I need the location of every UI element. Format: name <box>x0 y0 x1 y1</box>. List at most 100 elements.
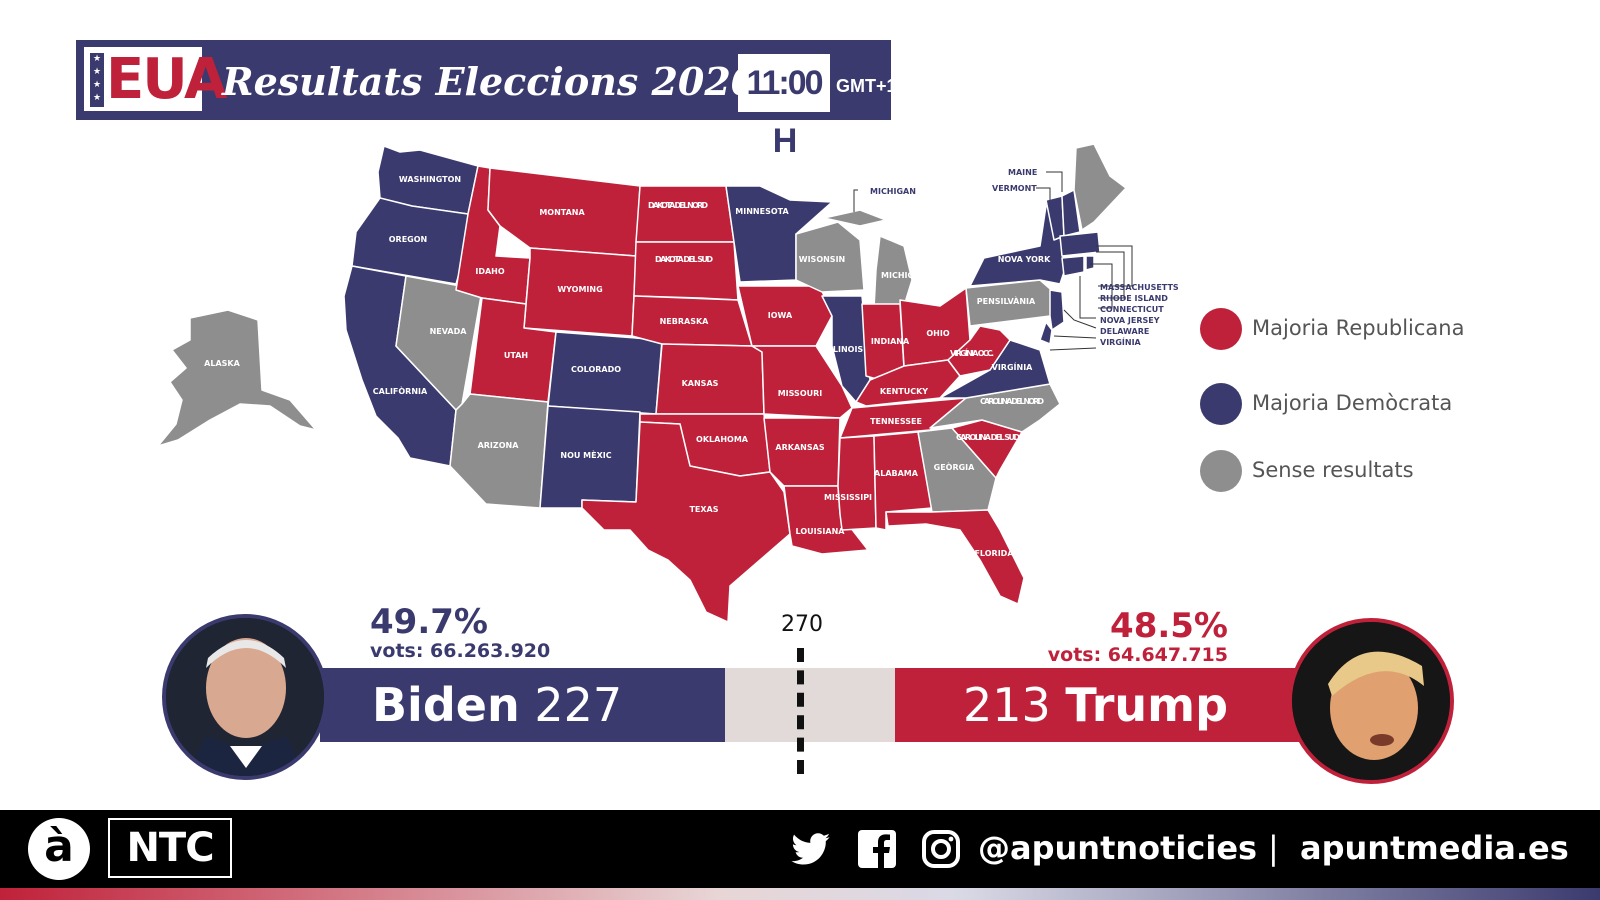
state-florida <box>885 509 1025 605</box>
label-colorado: COLORADO <box>571 365 621 374</box>
biden-portrait <box>162 614 328 780</box>
label-iowa: IOWA <box>768 311 793 320</box>
trump-label: 213 Trump <box>963 678 1228 732</box>
label-vermont: VERMONT <box>992 184 1037 193</box>
label-utah: UTAH <box>504 351 528 360</box>
label-idaho: IDAHO <box>475 267 505 276</box>
label-oklahoma: OKLAHOMA <box>696 435 749 444</box>
trump-portrait <box>1288 618 1454 784</box>
state-south-dakota <box>633 241 739 301</box>
trump-electoral-votes: 213 <box>962 678 1051 732</box>
label-montana: MONTANA <box>539 208 585 217</box>
biden-electoral-votes: 227 <box>534 678 623 732</box>
state-wisconsin <box>795 221 865 293</box>
footer-separator: | <box>1268 829 1279 867</box>
eua-logo: ★ ★ ★ ★ EUA <box>82 45 227 113</box>
label-alabama: ALABAMA <box>874 469 919 478</box>
website-link[interactable]: apuntmedia.es <box>1300 829 1569 867</box>
threshold-label: 270 <box>781 612 823 637</box>
label-alaska: ALASKA <box>204 359 240 368</box>
label-michigan: MICHIGAN <box>881 271 927 280</box>
state-wyoming <box>523 247 637 337</box>
state-connecticut <box>1061 255 1085 277</box>
biden-votes: vots: 66.263.920 <box>370 640 551 662</box>
state-massachusetts <box>1059 231 1101 257</box>
twitter-icon[interactable] <box>790 828 832 870</box>
trump-name: Trump <box>1065 678 1228 732</box>
state-new-jersey <box>1049 289 1065 331</box>
label-new-mexico: NOU MÈXIC <box>560 449 611 460</box>
state-arkansas <box>763 417 841 487</box>
label-north-dakota: DAKOTA DEL NORD <box>648 201 708 210</box>
time-badge: 11:00 H <box>738 54 830 160</box>
label-rhode-island: RHODE ISLAND <box>1100 294 1168 303</box>
label-kentucky: KENTUCKY <box>880 387 928 396</box>
label-wisconsin: WISONSIN <box>799 255 846 264</box>
label-texas: TEXAS <box>689 505 718 514</box>
timezone-label: GMT+1 <box>836 76 897 96</box>
trump-percent: 48.5% <box>1110 606 1228 646</box>
label-oregon: OREGON <box>389 235 428 244</box>
state-mississippi <box>837 435 877 531</box>
state-delaware <box>1039 321 1053 345</box>
biden-label: Biden 227 <box>372 678 622 732</box>
state-rhode-island <box>1085 255 1095 271</box>
label-arizona: ARIZONA <box>478 441 520 450</box>
label-new-york: NOVA YORK <box>998 255 1051 264</box>
state-georgia <box>917 427 997 513</box>
state-maine <box>1073 143 1127 231</box>
label-minnesota: MINNESOTA <box>735 207 789 216</box>
instagram-icon[interactable] <box>920 828 962 870</box>
state-iowa <box>737 285 833 347</box>
label-georgia: GEÒRGIA <box>934 461 976 472</box>
label-new-jersey: NOVA JERSEY <box>1100 316 1160 325</box>
label-nebraska: NEBRASKA <box>660 317 710 326</box>
social-handle[interactable]: @apuntnoticies <box>978 829 1258 867</box>
legend-dot-no-result <box>1200 450 1242 492</box>
trump-bar <box>895 668 1300 742</box>
legend-label-republican: Majoria Republicana <box>1252 316 1465 340</box>
label-south-dakota: DAKOTA DEL SUD <box>655 255 713 264</box>
biden-portrait-image <box>166 618 324 776</box>
label-virginia: VIRGÍNIA <box>992 361 1034 372</box>
biden-percent: 49.7% <box>370 602 488 642</box>
threshold-gap <box>725 668 895 742</box>
threshold-line <box>797 648 804 774</box>
facebook-icon[interactable] <box>856 828 898 870</box>
label-pennsylvania: PENSILVÀNIA <box>977 295 1036 306</box>
label-maine: MAINE <box>1008 168 1037 177</box>
ntc-logo[interactable]: NTC <box>108 818 232 878</box>
state-new-hampshire <box>1061 189 1081 237</box>
apunt-logo[interactable]: à <box>28 818 90 880</box>
label-massachusetts: MASSACHUSETTS <box>1100 283 1179 292</box>
label-nevada: NEVADA <box>430 327 468 336</box>
label-delaware: DELAWARE <box>1100 327 1149 336</box>
state-texas <box>581 421 791 623</box>
label-arkansas: ARKANSAS <box>775 443 824 452</box>
label-missouri: MISSOURI <box>778 389 823 398</box>
legend-label-no-result: Sense resultats <box>1252 458 1414 482</box>
stars-icon: ★ ★ ★ ★ <box>90 53 104 107</box>
trump-votes: vots: 64.647.715 <box>1047 644 1228 666</box>
page-title: Resultats Eleccions 2020 <box>222 59 758 104</box>
label-south-carolina: CAROLINA DEL SUD <box>956 433 1020 442</box>
label-connecticut: CONNECTICUT <box>1100 305 1164 314</box>
biden-name: Biden <box>372 678 520 732</box>
label-mississippi: MISSISSIPI <box>824 493 872 502</box>
label-north-carolina: CAROLINA DEL NORD <box>980 397 1044 406</box>
state-missouri <box>751 345 853 419</box>
legend-label-democrat: Majoria Demòcrata <box>1252 391 1453 415</box>
trump-portrait-image <box>1292 622 1450 780</box>
label-west-virginia: VIRGÍNIA OCC. <box>950 347 994 358</box>
legend-dot-democrat <box>1200 383 1242 425</box>
label-washington: WASHINGTON <box>399 175 461 184</box>
label-wyoming: WYOMING <box>557 285 602 294</box>
label-tennessee: TENNESSEE <box>870 417 922 426</box>
label-florida: FLORIDA <box>974 549 1014 558</box>
label-ohio: OHIO <box>926 329 949 338</box>
label-michigan-callout: MICHIGAN <box>870 187 916 196</box>
biden-bar <box>320 668 725 742</box>
label-indiana: INDIANA <box>871 337 910 346</box>
label-virginia-callout: VIRGÍNIA <box>1100 336 1142 347</box>
